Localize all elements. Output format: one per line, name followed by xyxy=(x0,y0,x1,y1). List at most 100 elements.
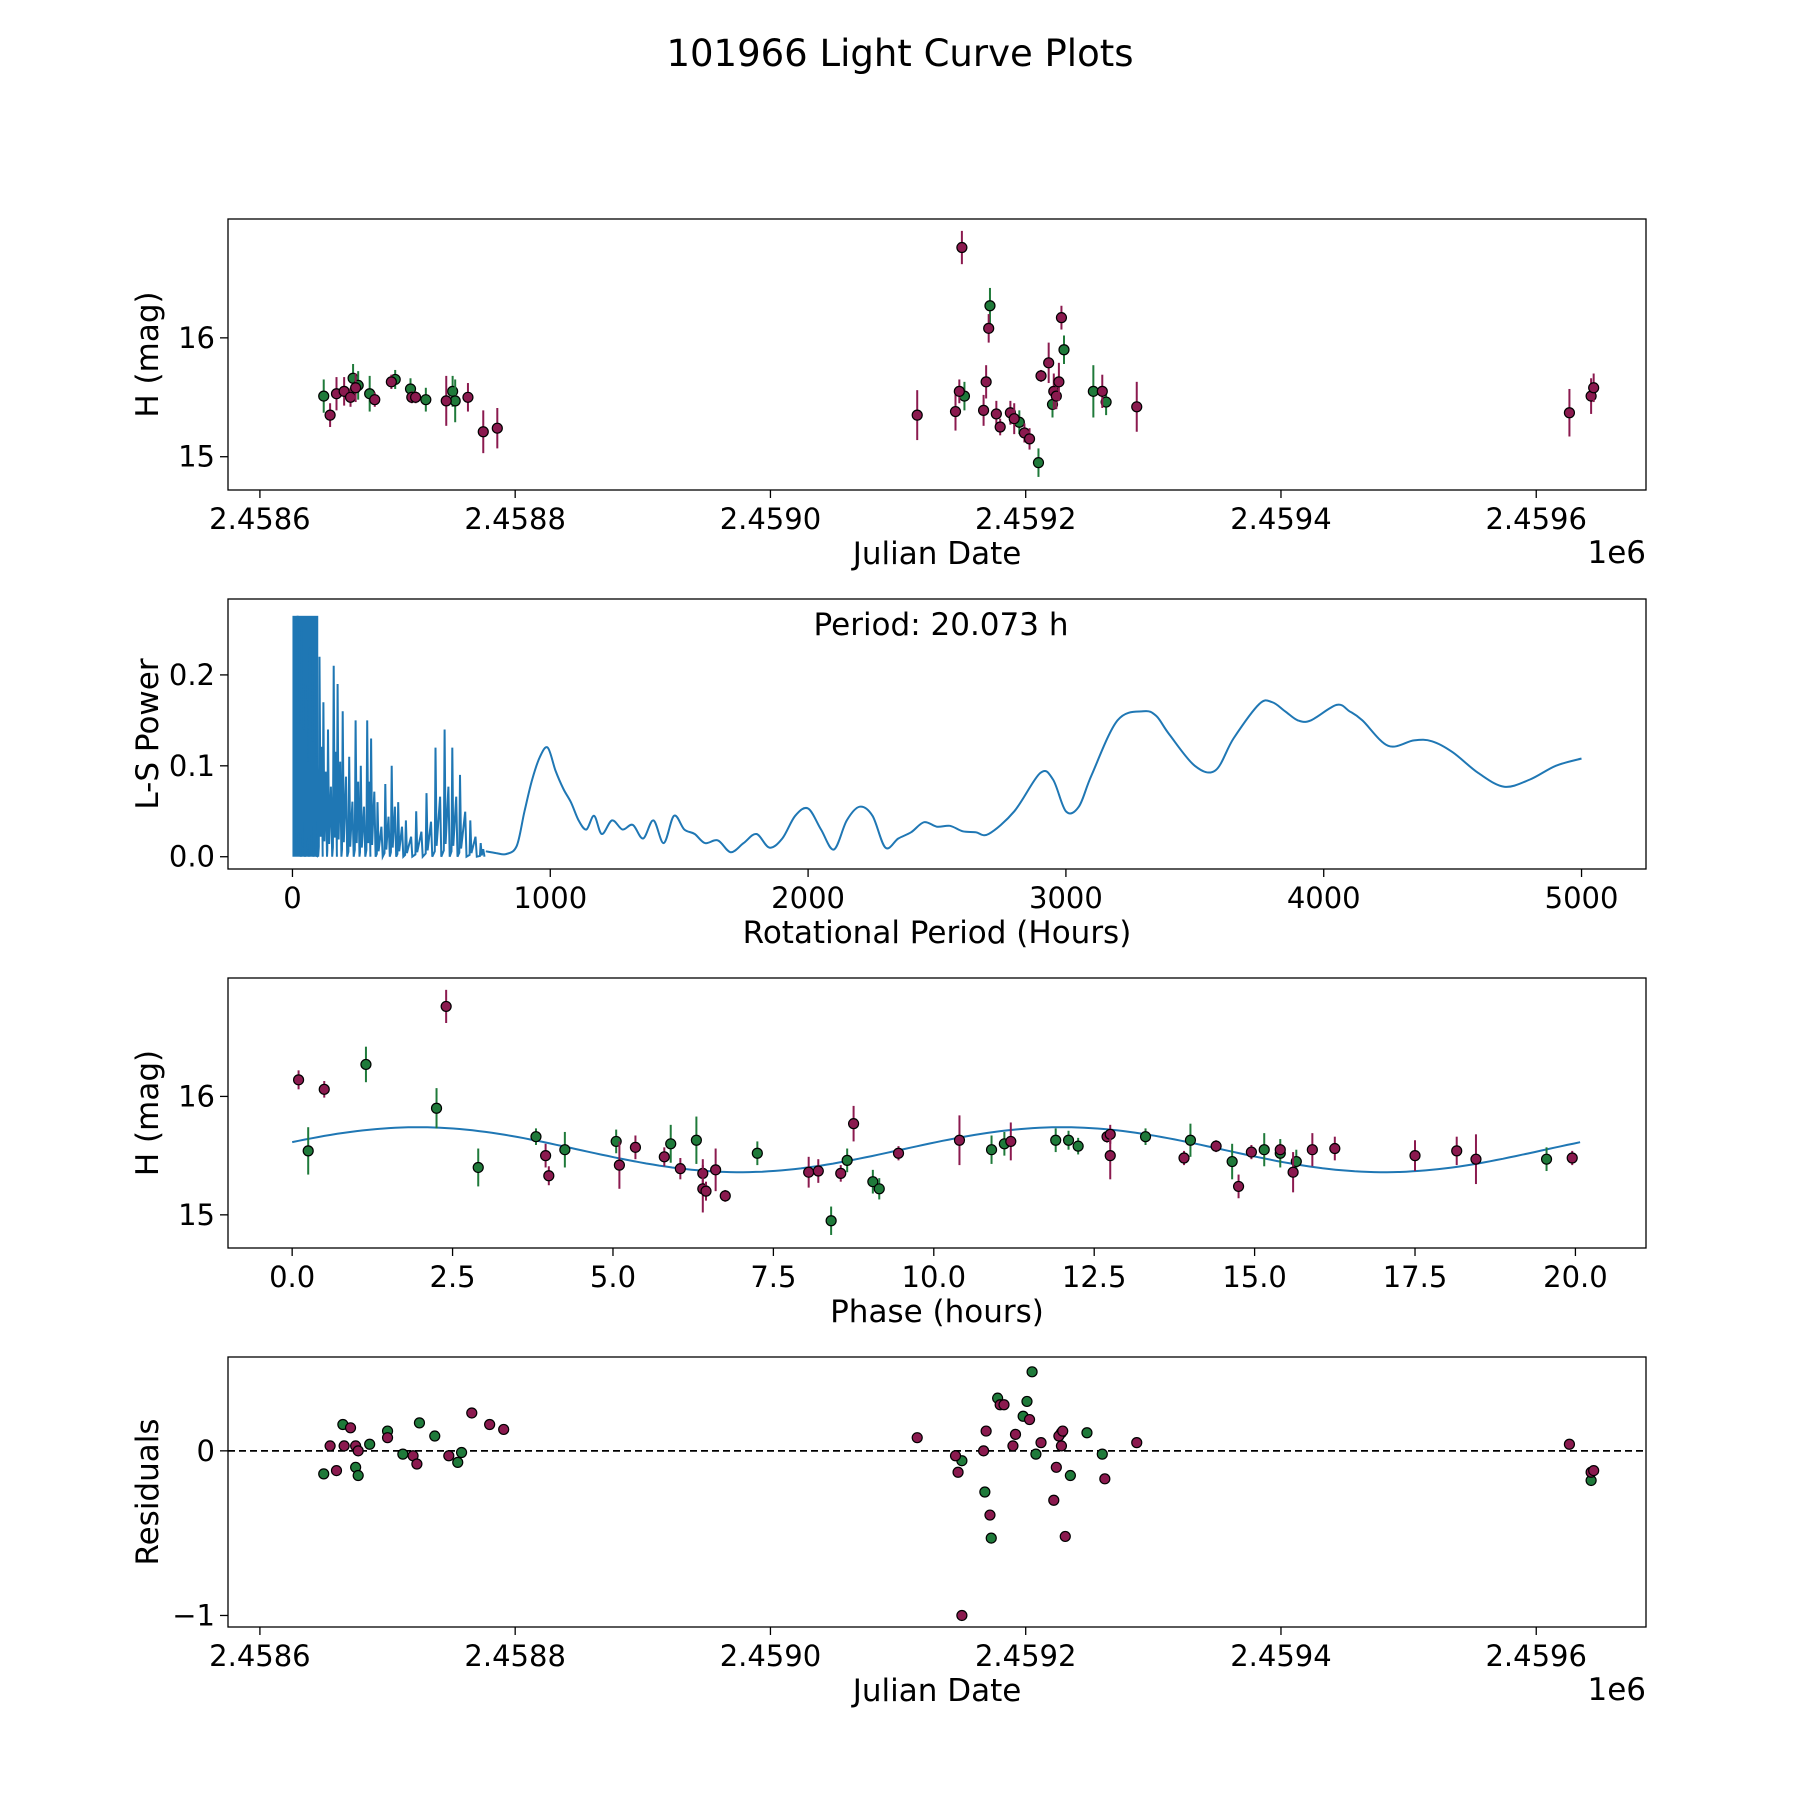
plot-area xyxy=(292,615,1582,861)
data-point-magenta xyxy=(324,1440,336,1452)
data-point-magenta xyxy=(1099,1473,1111,1485)
data-point-magenta xyxy=(1588,382,1600,394)
data-point-green xyxy=(430,1102,443,1114)
phase-panel: 0.0 2.5 5.0 7.5 10.0 12.5 15.0 17.5 20.0 15 16 Phas… xyxy=(130,977,1647,1330)
data-point-magenta xyxy=(1023,1413,1036,1426)
data-point-magenta xyxy=(1053,376,1065,388)
data-point-magenta xyxy=(980,1425,992,1437)
data-point-green xyxy=(1021,1395,1033,1408)
y-tick-label: 15 xyxy=(178,1198,215,1232)
data-point-green xyxy=(984,300,996,312)
x-tick-label: 17.5 xyxy=(1383,1260,1448,1294)
x-tick-label: 3000 xyxy=(1029,881,1103,915)
data-point-magenta xyxy=(1048,1494,1060,1506)
data-point-magenta xyxy=(1210,1140,1222,1152)
data-point-magenta xyxy=(1274,1144,1286,1156)
data-point-magenta xyxy=(847,1118,860,1130)
x-tick-label: 2.4592 xyxy=(975,1639,1076,1673)
plot-area xyxy=(228,1366,1646,1622)
data-point-magenta xyxy=(812,1165,824,1177)
x-tick-label: 5.0 xyxy=(590,1260,636,1294)
data-point-magenta xyxy=(803,1166,815,1178)
data-point-magenta xyxy=(674,1163,686,1175)
x-tick-label: 0.0 xyxy=(269,1260,315,1294)
data-point-magenta xyxy=(977,1445,990,1457)
lightcurve-panel: 2.4586 2.4588 2.4590 2.4592 2.4594 2.4596 15 16… xyxy=(130,218,1647,572)
plot-area xyxy=(292,989,1581,1235)
periodogram-panel: 0 1000 2000 3000 4000 5000 0.0 0.1 0.2 Rotational… xyxy=(130,598,1647,951)
data-point-magenta xyxy=(953,385,965,397)
data-point-magenta xyxy=(440,1000,452,1013)
data-point-green xyxy=(690,1134,702,1146)
data-point-magenta xyxy=(344,391,357,403)
data-point-magenta xyxy=(994,421,1006,433)
data-point-magenta xyxy=(658,1151,670,1163)
data-point-magenta xyxy=(956,241,968,254)
data-point-green xyxy=(1540,1153,1553,1165)
data-point-green xyxy=(318,390,330,402)
x-axis-label: Julian Date xyxy=(851,536,1022,572)
data-point-green xyxy=(1096,1448,1108,1460)
y-axis-label: L-S Power xyxy=(130,658,166,809)
data-point-magenta xyxy=(410,391,422,403)
data-point-magenta xyxy=(949,405,962,418)
data-point-green xyxy=(530,1131,542,1143)
data-point-green xyxy=(751,1147,763,1159)
data-point-green xyxy=(985,1532,997,1544)
data-point-green xyxy=(985,1144,998,1156)
data-point-magenta xyxy=(892,1147,905,1159)
data-point-magenta xyxy=(318,1083,330,1095)
x-tick-label: 7.5 xyxy=(750,1260,796,1294)
data-point-magenta xyxy=(956,1609,968,1622)
data-point-magenta xyxy=(477,426,489,438)
data-point-green xyxy=(452,1456,464,1468)
y-tick-label: 0.2 xyxy=(169,658,215,692)
data-point-magenta xyxy=(491,422,503,434)
data-point-green xyxy=(1139,1131,1152,1143)
data-point-magenta xyxy=(977,404,990,416)
data-point-green xyxy=(979,1486,991,1498)
x-tick-label: 2.4588 xyxy=(464,502,565,536)
data-point-magenta xyxy=(700,1185,712,1197)
data-point-magenta xyxy=(911,1432,923,1444)
residuals-panel: 2.4586 2.4588 2.4590 2.4592 2.4594 2.4596 −1 0 J… xyxy=(130,1356,1647,1709)
data-point-green xyxy=(413,1417,426,1429)
data-point-magenta xyxy=(1563,1438,1576,1450)
data-point-magenta xyxy=(324,409,336,421)
plot-area xyxy=(318,230,1600,477)
x-axis-label: Rotational Period (Hours) xyxy=(743,915,1132,951)
data-point-green xyxy=(665,1138,677,1150)
data-point-magenta xyxy=(1451,1145,1463,1157)
x-tick-label: 2000 xyxy=(771,881,845,915)
data-point-magenta xyxy=(1329,1142,1341,1155)
data-point-magenta xyxy=(352,1445,364,1457)
data-point-magenta xyxy=(1059,1530,1071,1543)
data-point-green xyxy=(364,1438,376,1450)
data-point-magenta xyxy=(292,1074,305,1086)
x-tick-label: 20.0 xyxy=(1543,1260,1608,1294)
data-point-magenta xyxy=(543,1170,555,1182)
data-point-magenta xyxy=(911,409,923,421)
data-point-magenta xyxy=(540,1150,552,1162)
y-axis-label: H (mag) xyxy=(130,291,166,417)
axes-frame xyxy=(227,598,1647,870)
x-tick-label: 2.4586 xyxy=(209,1639,310,1673)
data-point-green xyxy=(1058,344,1070,356)
data-point-magenta xyxy=(990,408,1002,420)
data-point-magenta xyxy=(1566,1152,1578,1164)
data-point-green xyxy=(1184,1134,1197,1146)
data-point-green xyxy=(559,1144,571,1156)
data-point-magenta xyxy=(411,1458,423,1470)
data-point-magenta xyxy=(953,1134,966,1146)
y-axis-label: H (mag) xyxy=(130,1050,166,1176)
axes-frame xyxy=(227,1356,1647,1628)
data-point-magenta xyxy=(835,1167,847,1179)
data-point-magenta xyxy=(1287,1166,1299,1178)
data-point-magenta xyxy=(1005,1135,1017,1148)
data-point-magenta xyxy=(443,1450,455,1462)
data-point-green xyxy=(1030,1448,1042,1460)
data-point-magenta xyxy=(1096,385,1108,397)
periodogram-line xyxy=(485,699,1582,856)
x-tick-label: 4000 xyxy=(1287,881,1361,915)
data-point-magenta xyxy=(484,1418,496,1431)
